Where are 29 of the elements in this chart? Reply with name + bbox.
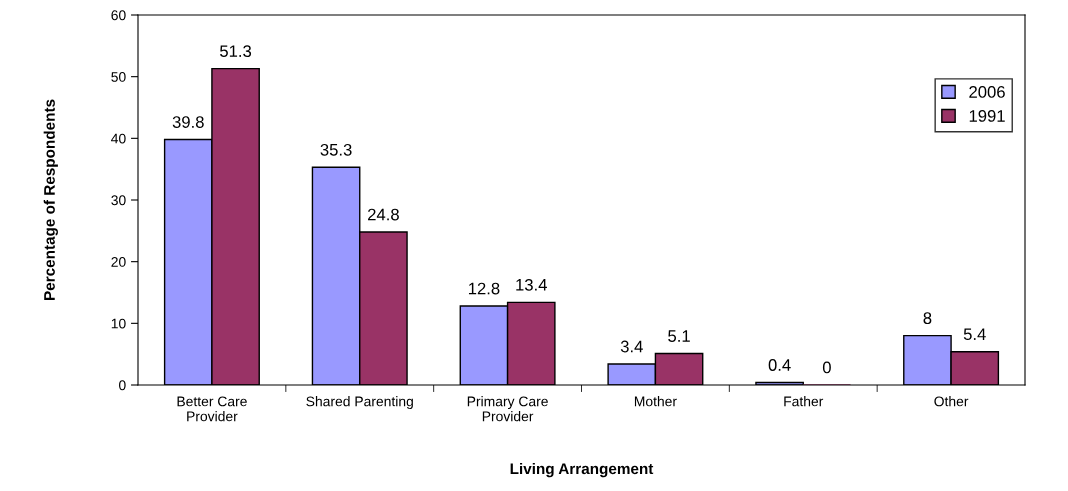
data-label: 3.4 — [620, 340, 643, 353]
data-label: 24.8 — [368, 208, 399, 221]
y-tick-label: 30 — [111, 195, 126, 206]
data-label: 12.8 — [468, 282, 500, 295]
y-tick-label: 40 — [111, 133, 126, 144]
y-tick-label: 10 — [111, 318, 126, 329]
data-label: 51.3 — [220, 45, 252, 58]
data-label: 13.4 — [516, 278, 547, 291]
data-label: 0 — [822, 361, 831, 374]
data-label: 5.1 — [668, 330, 690, 342]
y-axis-title: Percentage of Respondents — [43, 99, 58, 300]
data-label: 35.3 — [320, 143, 352, 156]
x-tick-label: Better Care Provider — [177, 396, 247, 422]
legend-label: 1991 — [969, 109, 1005, 122]
legend-label: 2006 — [969, 86, 1005, 98]
y-tick-label: 20 — [111, 257, 126, 267]
data-label: 39.8 — [172, 116, 204, 128]
x-tick-label: Mother — [634, 396, 677, 407]
x-tick-label: Other — [934, 396, 969, 407]
x-axis-title: Living Arrangement — [510, 462, 654, 478]
y-tick-label: 0 — [119, 380, 126, 391]
data-label: 0.4 — [768, 359, 791, 371]
x-tick-label: Shared Parenting — [306, 396, 413, 410]
y-tick-label: 60 — [111, 10, 126, 21]
x-tick-label: Primary Care Provider — [467, 396, 548, 422]
x-tick-label: Father — [784, 396, 824, 407]
y-tick-label: 50 — [111, 72, 126, 82]
data-label: 5.4 — [963, 328, 986, 341]
data-label: 8 — [923, 312, 932, 325]
